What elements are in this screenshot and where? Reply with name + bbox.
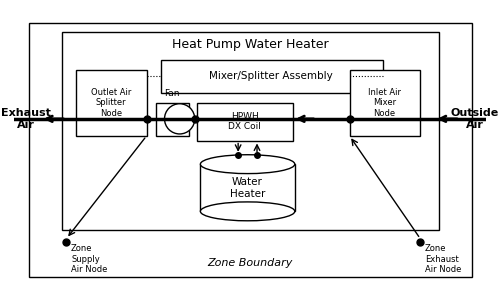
Bar bbox=[62, 32, 439, 230]
Text: Water
Heater: Water Heater bbox=[230, 177, 266, 199]
Bar bbox=[76, 70, 146, 136]
Bar bbox=[200, 164, 295, 211]
Bar bbox=[156, 103, 189, 136]
Text: Zone
Exhaust
Air Node: Zone Exhaust Air Node bbox=[425, 244, 462, 274]
Text: Fan: Fan bbox=[164, 89, 180, 98]
Text: Heat Pump Water Heater: Heat Pump Water Heater bbox=[172, 38, 328, 51]
Circle shape bbox=[164, 104, 194, 134]
Text: Zone
Supply
Air Node: Zone Supply Air Node bbox=[71, 244, 108, 274]
Text: Outlet Air
Splitter
Node: Outlet Air Splitter Node bbox=[90, 88, 131, 118]
Text: Zone Boundary: Zone Boundary bbox=[208, 258, 293, 268]
Bar bbox=[160, 60, 382, 93]
Text: Mixer/Splitter Assembly: Mixer/Splitter Assembly bbox=[210, 71, 333, 81]
Text: Exhaust
Air: Exhaust Air bbox=[1, 108, 50, 130]
Text: Inlet Air
Mixer
Node: Inlet Air Mixer Node bbox=[368, 88, 401, 118]
Ellipse shape bbox=[200, 202, 295, 221]
Bar bbox=[350, 70, 420, 136]
Text: Outside
Air: Outside Air bbox=[451, 108, 499, 130]
Ellipse shape bbox=[200, 155, 295, 174]
Text: HPWH
DX Coil: HPWH DX Coil bbox=[228, 112, 261, 131]
Bar bbox=[196, 103, 293, 141]
